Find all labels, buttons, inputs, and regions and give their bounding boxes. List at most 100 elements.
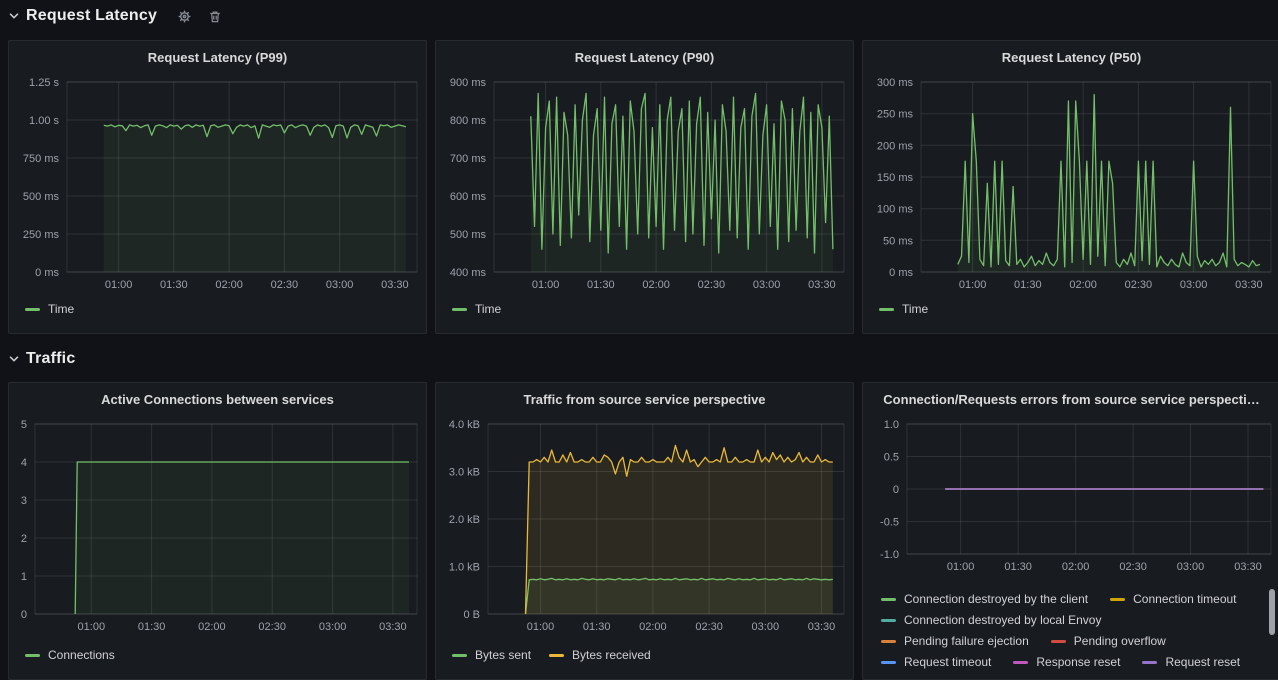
svg-text:03:30: 03:30 [1234, 561, 1262, 573]
chart-legend: Connections [9, 643, 426, 667]
panel-title[interactable]: Connection/Requests errors from source s… [883, 392, 1260, 407]
svg-text:03:00: 03:00 [1177, 561, 1205, 573]
svg-text:1.25 s: 1.25 s [29, 77, 59, 89]
legend-label: Response reset [1036, 655, 1121, 669]
svg-text:300 ms: 300 ms [877, 77, 914, 89]
svg-text:250 ms: 250 ms [23, 229, 60, 241]
chevron-down-icon [8, 353, 20, 365]
svg-text:01:00: 01:00 [947, 561, 975, 573]
gear-icon[interactable] [177, 8, 192, 24]
legend-label: Time [902, 302, 929, 316]
legend-item[interactable]: Request timeout [881, 654, 991, 670]
svg-text:1.00 s: 1.00 s [29, 115, 59, 127]
svg-text:-1.0: -1.0 [880, 549, 899, 561]
legend-dash [25, 653, 40, 657]
svg-text:50 ms: 50 ms [883, 235, 913, 247]
section-header-traffic[interactable]: Traffic [0, 344, 1278, 374]
legend-item[interactable]: Connection destroyed by the client [881, 591, 1088, 607]
chart-request-latency-p99[interactable]: 01:00 01:30 02:00 02:30 03:00 03:30 0 ms 250 ms… [17, 65, 420, 297]
svg-text:900 ms: 900 ms [450, 77, 487, 89]
panel-title[interactable]: Request Latency (P90) [574, 50, 715, 65]
legend-dash [25, 307, 40, 311]
section-title: Traffic [26, 350, 76, 367]
chart-legend: Time [863, 297, 1278, 321]
panel-request-latency-p99: Request Latency (P99) 01:00 01:30 02:00 02:… [8, 40, 427, 334]
panel-title[interactable]: Request Latency (P50) [1001, 50, 1142, 65]
legend-dash [881, 597, 896, 601]
svg-text:2: 2 [21, 533, 27, 545]
legend-item[interactable]: Bytes sent [452, 648, 531, 662]
legend-label: Time [475, 302, 502, 316]
legend-dash [879, 307, 894, 311]
legend-item[interactable]: Response reset [1013, 654, 1120, 670]
legend-label: Pending failure ejection [904, 634, 1029, 648]
svg-text:02:30: 02:30 [1119, 561, 1147, 573]
section-title: Request Latency [26, 7, 158, 24]
legend-label: Request timeout [904, 655, 992, 669]
svg-text:01:00: 01:00 [78, 621, 106, 633]
panel-title[interactable]: Active Connections between services [101, 392, 334, 407]
legend-item[interactable]: Connection destroyed by local Envoy [881, 612, 1101, 628]
svg-text:0.5: 0.5 [884, 452, 899, 464]
svg-text:400 ms: 400 ms [450, 267, 487, 279]
svg-text:03:00: 03:00 [326, 279, 354, 291]
svg-text:01:00: 01:00 [105, 279, 133, 291]
svg-text:3.0 kB: 3.0 kB [449, 467, 480, 479]
section-header-request-latency[interactable]: Request Latency [0, 0, 1278, 32]
chart-active-connections[interactable]: 01:00 01:30 02:00 02:30 03:00 03:30 0 1 2 3 4 5 [17, 407, 420, 643]
panel-title[interactable]: Traffic from source service perspective [523, 392, 766, 407]
svg-text:0 ms: 0 ms [889, 267, 913, 279]
svg-text:02:00: 02:00 [198, 621, 226, 633]
trash-icon[interactable] [208, 8, 222, 24]
panel-traffic-source-service: Traffic from source service perspective … [435, 382, 854, 680]
legend-label: Connection destroyed by local Envoy [904, 613, 1102, 627]
svg-text:03:00: 03:00 [319, 621, 347, 633]
legend-label: Bytes received [572, 648, 651, 662]
svg-text:4.0 kB: 4.0 kB [449, 419, 480, 431]
legend-item[interactable]: Connections [25, 648, 115, 662]
chart-legend: Time [436, 297, 853, 321]
legend-dash [881, 618, 896, 622]
legend-item[interactable]: Pending overflow [1050, 633, 1166, 649]
svg-text:03:30: 03:30 [381, 279, 409, 291]
legend-label: Request reset [1165, 655, 1241, 669]
svg-text:03:00: 03:00 [1180, 279, 1208, 291]
legend-label: Connection timeout [1133, 592, 1237, 606]
svg-text:1.0: 1.0 [884, 419, 899, 431]
svg-text:03:30: 03:30 [808, 279, 836, 291]
legend-label: Time [48, 302, 75, 316]
svg-text:0: 0 [893, 484, 899, 496]
svg-text:01:00: 01:00 [959, 279, 987, 291]
legend-scrollbar[interactable] [1269, 589, 1275, 635]
svg-text:250 ms: 250 ms [877, 109, 914, 121]
legend-item[interactable]: Pending failure ejection [881, 633, 1029, 649]
svg-text:3: 3 [21, 495, 27, 507]
panel-title[interactable]: Request Latency (P99) [147, 50, 288, 65]
chart-request-latency-p50[interactable]: 01:00 01:30 02:00 02:30 03:00 03:30 0 ms 50 ms 1… [871, 65, 1274, 297]
svg-text:01:00: 01:00 [527, 621, 555, 633]
chart-connection-errors[interactable]: 01:00 01:30 02:00 02:30 03:00 03:30 -1.0 -0.5 0 0… [871, 407, 1274, 583]
legend-item[interactable]: Time [25, 302, 74, 316]
svg-text:03:30: 03:30 [379, 621, 407, 633]
legend-dash [549, 653, 565, 657]
legend-item[interactable]: Connection timeout [1110, 591, 1237, 607]
panel-connection-errors: Connection/Requests errors from source s… [862, 382, 1278, 680]
legend-item[interactable]: Time [879, 302, 928, 316]
chart-request-latency-p90[interactable]: 01:00 01:30 02:00 02:30 03:00 03:30 400 ms 500 … [444, 65, 847, 297]
chart-traffic-source-service[interactable]: 01:00 01:30 02:00 02:30 03:00 03:30 0 B 1.0 kB 2… [444, 407, 847, 643]
legend-label: Pending overflow [1073, 634, 1166, 648]
svg-text:01:30: 01:30 [587, 279, 615, 291]
svg-text:02:30: 02:30 [258, 621, 286, 633]
svg-text:02:30: 02:30 [1125, 279, 1153, 291]
svg-text:2.0 kB: 2.0 kB [449, 514, 480, 526]
legend-dash [881, 639, 896, 643]
legend-item[interactable]: Bytes received [549, 648, 651, 662]
chevron-down-icon [8, 10, 20, 22]
legend-item[interactable]: Time [452, 302, 501, 316]
svg-text:-0.5: -0.5 [880, 517, 899, 529]
svg-text:03:30: 03:30 [1235, 279, 1263, 291]
legend-item[interactable]: Request reset [1142, 654, 1240, 670]
svg-text:01:30: 01:30 [1014, 279, 1042, 291]
svg-text:01:00: 01:00 [532, 279, 560, 291]
legend-label: Bytes sent [475, 648, 532, 662]
